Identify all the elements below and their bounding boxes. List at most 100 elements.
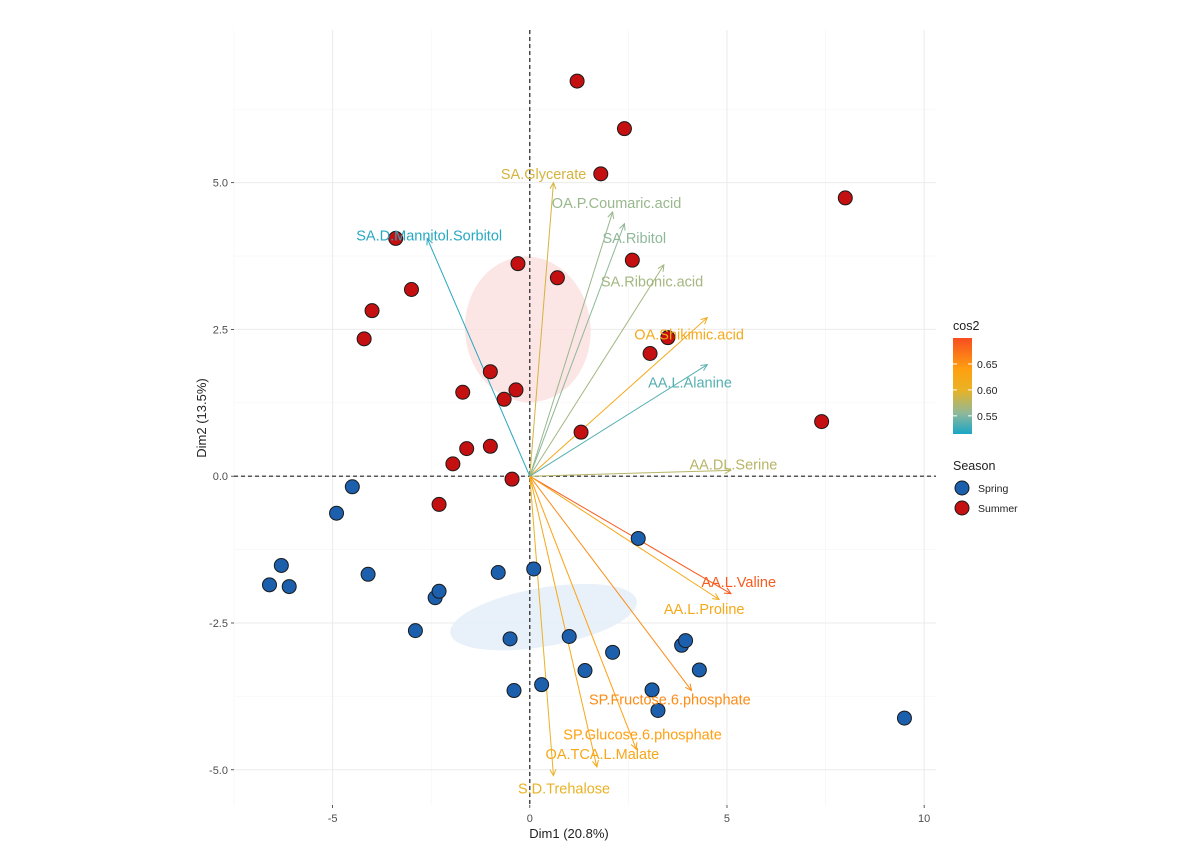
colorbar-title: cos2 bbox=[953, 319, 979, 333]
spring-point bbox=[691, 662, 707, 678]
legend: cos2 Season 0.55 0.60 0.65 Spring Summer bbox=[953, 319, 1018, 516]
spring-point bbox=[644, 682, 660, 698]
variable-arrow bbox=[529, 475, 732, 595]
x-axis-title: Dim1 (20.8%) bbox=[529, 826, 608, 841]
summer-point bbox=[837, 190, 853, 206]
variable-label: SP.Glucose.6.phosphate bbox=[563, 728, 722, 744]
legend-key-spring bbox=[954, 480, 970, 496]
arrow-head bbox=[426, 237, 433, 246]
colorbar-tick-label: 0.55 bbox=[977, 411, 998, 423]
variable-arrow bbox=[529, 475, 721, 601]
arrow-head bbox=[724, 467, 733, 475]
summer-point bbox=[593, 166, 609, 182]
legend-label-spring: Spring bbox=[978, 483, 1009, 495]
grid bbox=[233, 30, 936, 805]
spring-point bbox=[407, 623, 423, 639]
zero-lines bbox=[234, 30, 936, 805]
arrow-head bbox=[607, 210, 615, 220]
variable-arrow bbox=[529, 467, 733, 477]
spring-point bbox=[502, 631, 518, 647]
summer-point bbox=[482, 364, 498, 380]
spring-point bbox=[577, 663, 593, 679]
variable-arrow bbox=[529, 222, 626, 477]
arrow-shaft bbox=[529, 317, 708, 477]
confidence-ellipse-summer bbox=[464, 256, 591, 403]
variable-label: AA.L.Valine bbox=[701, 575, 776, 591]
x-tick-label: 10 bbox=[918, 813, 930, 825]
variable-labels: SA.Glycerate OA.P.Coumaric.acid SA.Ribitol… bbox=[356, 167, 777, 798]
summer-point bbox=[388, 230, 404, 246]
variable-label: OA.TCA.L.Malate bbox=[546, 747, 660, 763]
arrow-head bbox=[700, 316, 709, 325]
spring-point bbox=[344, 479, 360, 495]
variable-label: S.D.Trehalose bbox=[518, 782, 610, 798]
variable-label: OA.Shikimic.acid bbox=[634, 328, 744, 344]
variable-arrow bbox=[529, 364, 709, 477]
summer-point bbox=[569, 73, 585, 89]
arrow-head bbox=[685, 683, 693, 692]
variable-arrows bbox=[426, 181, 733, 777]
variable-arrow bbox=[529, 476, 638, 751]
arrow-shaft bbox=[529, 223, 625, 477]
summer-point bbox=[573, 424, 589, 440]
variable-arrow bbox=[529, 181, 557, 477]
summer-point bbox=[356, 331, 372, 347]
spring-point bbox=[506, 683, 522, 699]
arrow-shaft bbox=[529, 476, 598, 767]
legend-key-summer bbox=[954, 500, 970, 516]
summer-point bbox=[403, 282, 419, 298]
arrow-head bbox=[723, 587, 732, 595]
spring-point bbox=[630, 530, 646, 546]
arrow-head bbox=[630, 742, 638, 751]
summer-point bbox=[496, 391, 512, 407]
x-tick-label: 0 bbox=[527, 813, 533, 825]
arrow-shaft bbox=[529, 476, 637, 750]
summer-point bbox=[459, 441, 475, 457]
arrow-head bbox=[592, 759, 599, 768]
spring-point bbox=[526, 561, 542, 577]
arrow-shaft bbox=[529, 475, 720, 600]
arrow-shaft bbox=[529, 182, 554, 477]
arrow-shaft bbox=[529, 264, 665, 477]
spring-point bbox=[273, 557, 289, 573]
colorbar-tick-label: 0.60 bbox=[977, 385, 998, 397]
variable-arrow bbox=[529, 476, 557, 777]
summer-point bbox=[616, 121, 632, 137]
arrow-head bbox=[712, 593, 721, 601]
summer-point bbox=[504, 471, 520, 487]
summer-point bbox=[510, 256, 526, 272]
variable-arrow bbox=[529, 316, 709, 477]
variable-arrow bbox=[426, 237, 531, 477]
summer-point bbox=[482, 438, 498, 454]
variable-label: SA.Ribitol bbox=[602, 231, 666, 247]
spring-point bbox=[678, 633, 694, 649]
y-tick-label: 0.0 bbox=[213, 471, 228, 483]
summer-point bbox=[549, 270, 565, 286]
spring-point bbox=[605, 644, 621, 660]
colorbar bbox=[953, 338, 972, 434]
y-tick-label: 2.5 bbox=[213, 324, 228, 336]
arrow-head bbox=[700, 364, 709, 371]
summer-point bbox=[814, 414, 830, 430]
arrow-shaft bbox=[529, 211, 614, 477]
arrow-shaft bbox=[426, 238, 531, 477]
variable-label: OA.P.Coumaric.acid bbox=[552, 196, 681, 212]
summer-point bbox=[624, 252, 640, 268]
y-tick-label: 5.0 bbox=[213, 178, 228, 190]
season-legend-title: Season bbox=[953, 459, 995, 473]
arrow-shaft bbox=[529, 476, 554, 776]
arrow-shaft bbox=[529, 475, 692, 691]
summer-point bbox=[431, 496, 447, 512]
y-tick-label: -5.0 bbox=[209, 765, 228, 777]
variable-label: SA.Ribonic.acid bbox=[601, 274, 703, 290]
spring-point bbox=[261, 577, 277, 593]
summer-point bbox=[508, 382, 524, 398]
axes: Dim1 (20.8%) Dim2 (13.5%) -5 0 5 10 -5.0 -2.5… bbox=[194, 178, 930, 841]
spring-point bbox=[561, 628, 577, 644]
variable-label: SP.Fructose.6.phosphate bbox=[589, 692, 751, 708]
variable-arrow bbox=[529, 210, 615, 477]
arrow-head bbox=[619, 222, 626, 231]
variable-label: AA.L.Proline bbox=[664, 602, 745, 618]
arrow-shaft bbox=[529, 475, 732, 595]
spring-point bbox=[896, 710, 912, 726]
